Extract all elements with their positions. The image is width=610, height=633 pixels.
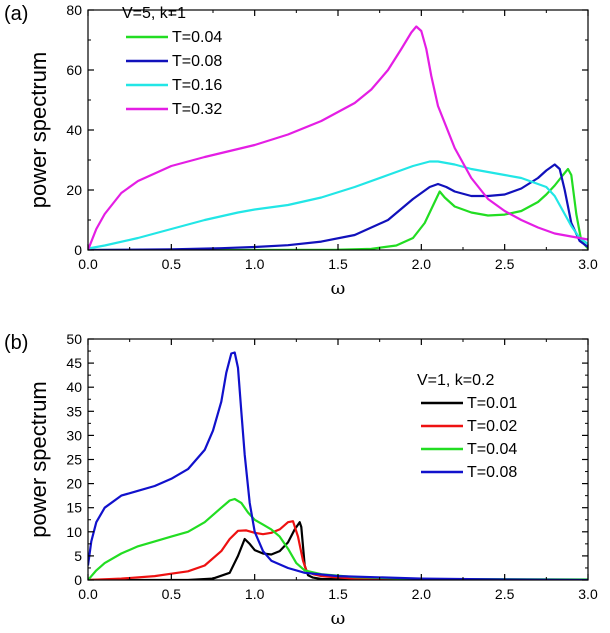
x-tick-label: 1.5 — [328, 586, 348, 602]
series-line-T=0.16 — [88, 160, 588, 250]
x-tick-label: 0.5 — [162, 256, 182, 272]
x-tick-label: 1.0 — [245, 256, 265, 272]
x-tick-label: 3.0 — [578, 256, 598, 272]
legend-entry-T=0.04: T=0.04 — [467, 441, 517, 458]
x-tick-label: 0.0 — [78, 256, 98, 272]
legend-entry-T=0.08: T=0.08 — [172, 53, 222, 70]
plot-frame — [87, 338, 589, 581]
y-tick-label: 10 — [66, 524, 82, 540]
series-line-T=0.08 — [88, 351, 588, 580]
y-tick-label: 45 — [66, 355, 82, 371]
y-tick-label: 15 — [66, 500, 82, 516]
series-line-T=0.08 — [88, 163, 588, 250]
series-line-T=0.01 — [88, 521, 588, 580]
plot-frame — [87, 9, 589, 251]
y-axis-title: power spectrum — [26, 381, 51, 538]
x-tick-label: 2.0 — [412, 256, 432, 272]
panel-label: (b) — [4, 332, 28, 354]
panel-a: 0.0 0.5 1.0 1.5 2.0 2.5 3.0 0 20 40 60 80 power spec… — [4, 2, 598, 299]
y-tick-label: 40 — [66, 379, 82, 395]
legend-entry-T=0.01: T=0.01 — [467, 395, 517, 412]
y-axis-title: power spectrum — [26, 52, 51, 209]
legend-entry-T=0.16: T=0.16 — [172, 77, 222, 94]
x-tick-label: 0.0 — [78, 586, 98, 602]
y-tick-label: 20 — [66, 476, 82, 492]
x-tick-label: 2.0 — [412, 586, 432, 602]
x-tick-label: 2.5 — [495, 586, 515, 602]
series-line-T=0.04 — [88, 497, 588, 580]
x-tick-label: 1.0 — [245, 586, 265, 602]
panel-b: 0.0 0.5 1.0 1.5 2.0 2.5 3.0 0 5 10 15 20 25 30 35 40 45 5… — [4, 331, 598, 629]
series-line-T=0.04 — [88, 167, 588, 250]
x-axis-title: ω — [331, 608, 346, 629]
legend-entry-T=0.04: T=0.04 — [172, 29, 222, 46]
y-tick-label: 40 — [66, 122, 82, 138]
y-tick-label: 0 — [74, 242, 82, 258]
x-tick-label: 3.0 — [578, 586, 598, 602]
legend-entry-T=0.32: T=0.32 — [172, 101, 222, 118]
x-tick-label: 1.5 — [328, 256, 348, 272]
series-line-T=0.32 — [88, 25, 588, 250]
y-tick-label: 0 — [74, 572, 82, 588]
x-tick-label: 2.5 — [495, 256, 515, 272]
y-tick-label: 20 — [66, 182, 82, 198]
legend-title: V=5, k=1 — [122, 5, 186, 22]
y-tick-label: 80 — [66, 2, 82, 18]
legend-entry-T=0.08: T=0.08 — [467, 464, 517, 481]
legend-title: V=1, k=0.2 — [417, 372, 494, 389]
y-tick-label: 25 — [66, 452, 82, 468]
panel-label: (a) — [4, 3, 28, 25]
legend-entry-T=0.02: T=0.02 — [467, 418, 517, 435]
y-tick-label: 60 — [66, 62, 82, 78]
y-tick-label: 30 — [66, 427, 82, 443]
x-axis-title: ω — [331, 278, 346, 299]
y-tick-label: 35 — [66, 403, 82, 419]
series-line-T=0.02 — [88, 520, 588, 580]
x-tick-label: 0.5 — [162, 586, 182, 602]
y-tick-label: 5 — [74, 548, 82, 564]
y-tick-label: 50 — [66, 331, 82, 347]
